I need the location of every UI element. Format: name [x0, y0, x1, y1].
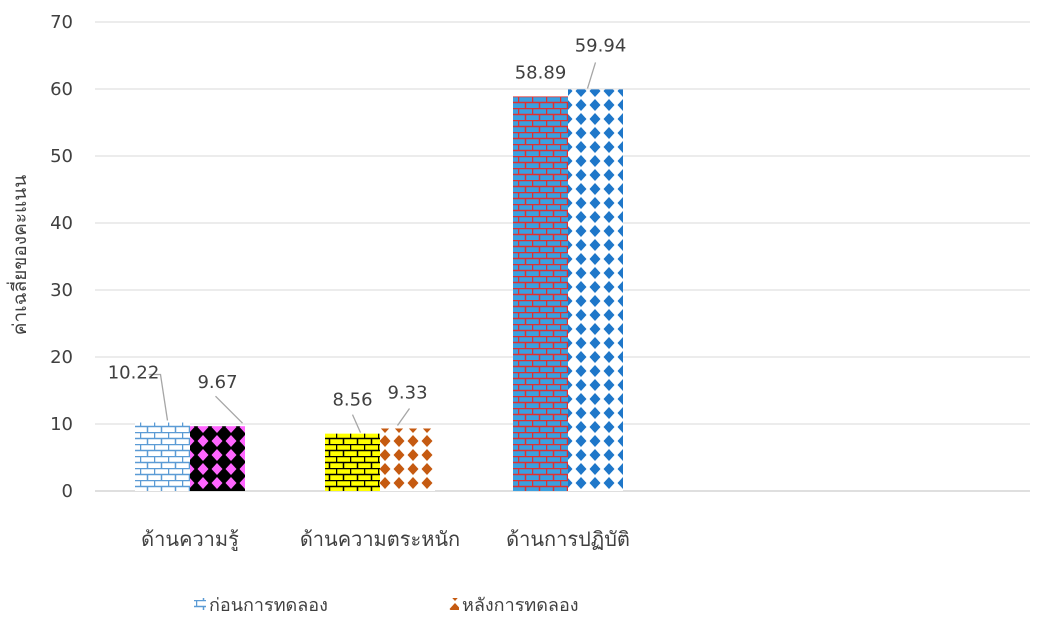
category-label: ด้านความตระหนัก [300, 527, 460, 551]
data-label: 9.33 [387, 382, 427, 403]
y-axis-title: ค่าเฉลี่ยของคะแนน [6, 175, 31, 335]
data-label: 58.89 [515, 62, 567, 83]
data-label: 59.94 [575, 35, 627, 56]
leader-line [216, 396, 243, 423]
legend-swatch [447, 598, 459, 610]
y-tick-label: 30 [50, 280, 73, 301]
legend: ก่อนการทดลอง หลังการทดลอง [194, 595, 579, 616]
y-tick-label: 50 [50, 146, 73, 167]
y-tick-label: 20 [50, 347, 73, 368]
bar-after-3 [568, 89, 623, 491]
leader-line [588, 62, 596, 88]
y-tick-label: 70 [50, 12, 73, 33]
y-tick-label: 10 [50, 414, 73, 435]
data-label: 9.67 [197, 372, 237, 393]
y-tick-label: 40 [50, 213, 73, 234]
legend-label: ก่อนการทดลอง [209, 595, 328, 616]
y-tick-label: 0 [62, 481, 73, 502]
bar-after-2 [380, 428, 435, 491]
y-axis-ticks: 0 10 20 30 40 50 60 70 [50, 12, 73, 502]
legend-swatch [194, 598, 206, 610]
legend-label: หลังการทดลอง [462, 595, 579, 616]
data-label: 8.56 [332, 390, 372, 411]
y-tick-label: 60 [50, 79, 73, 100]
x-axis-categories: ด้านความรู้ ด้านความตระหนัก ด้านการปฏิบัติ [141, 527, 630, 552]
bar-before-3 [513, 96, 568, 491]
data-label: 10.22 [108, 363, 160, 384]
bar-after-1 [190, 426, 245, 491]
category-label: ด้านความรู้ [141, 527, 239, 552]
category-label: ด้านการปฏิบัติ [506, 527, 630, 551]
bar-before-1 [135, 423, 190, 491]
bar-before-2 [325, 434, 380, 491]
leader-line [398, 408, 410, 425]
